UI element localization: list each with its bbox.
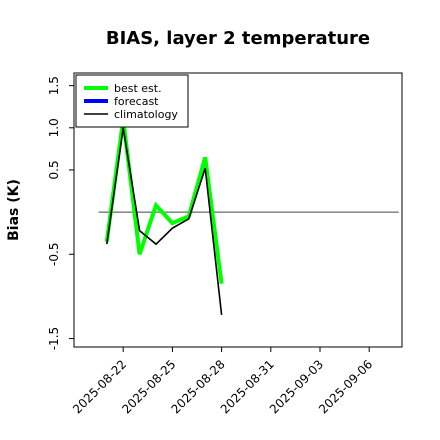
y-tick-label: 1.5 — [47, 76, 61, 95]
legend-label: climatology — [114, 108, 178, 121]
legend-label: forecast — [114, 95, 159, 108]
chart-title: BIAS, layer 2 temperature — [106, 28, 370, 49]
series-line-climatology — [106, 127, 223, 316]
y-tick-label: -0.5 — [47, 243, 61, 266]
y-axis-label: Bias (K) — [6, 179, 22, 241]
plot-frame — [73, 72, 403, 348]
series-line-best-est — [104, 119, 224, 285]
y-tick-label: 1.0 — [47, 118, 61, 137]
legend-label: best est. — [114, 82, 162, 95]
y-tick-label: -1.5 — [47, 327, 61, 350]
y-tick-label: 0.5 — [47, 160, 61, 179]
